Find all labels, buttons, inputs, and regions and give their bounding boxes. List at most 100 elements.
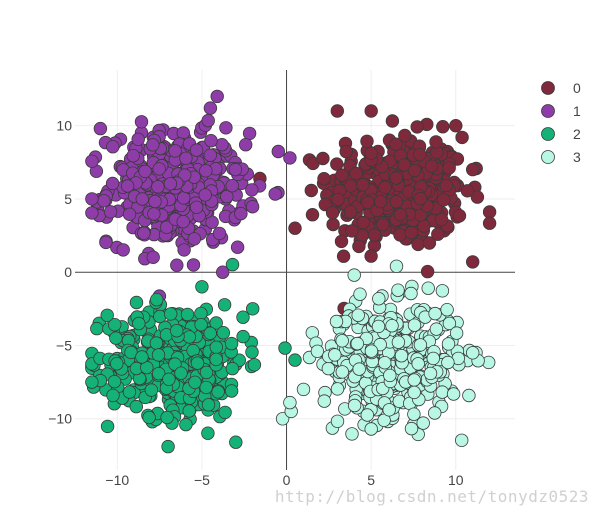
point-series-1 [85,154,99,169]
point-series-2 [132,316,146,331]
point-series-0 [317,171,331,186]
legend-item-2[interactable]: 2 [541,126,582,142]
point-series-2 [216,326,231,340]
point-series-2 [229,435,243,449]
point-series-0 [466,255,480,269]
legend-label: 1 [573,103,581,119]
point-series-2 [190,356,205,370]
point-series-2 [245,345,259,359]
legend-marker [541,81,555,95]
point-series-1 [105,176,120,191]
legend-marker [541,104,555,118]
point-series-1 [204,133,218,148]
point-series-3 [385,319,399,333]
point-series-2 [179,417,193,432]
point-series-1 [203,148,218,162]
point-series-3 [446,387,461,401]
point-series-1 [106,139,120,154]
point-series-0 [389,195,404,209]
point-series-1 [85,192,99,206]
point-series-0 [334,234,349,249]
point-series-1 [242,126,257,141]
point-series-3 [404,286,418,301]
point-series-2 [225,257,240,272]
series-3 [275,259,496,448]
point-series-3 [360,408,375,422]
point-series-0 [404,225,419,240]
watermark-text: http://blog.csdn.net/tonydz0523 [274,487,589,506]
legend-marker [541,127,555,141]
y-tick-label: −5 [56,337,72,353]
point-series-2 [211,385,225,399]
point-series-0 [364,146,378,161]
point-series-2 [153,309,167,324]
point-series-0 [330,157,344,171]
point-series-2 [142,410,156,425]
point-series-2 [160,410,174,425]
series-2 [85,257,302,454]
point-series-3 [283,395,297,410]
point-series-0 [364,249,378,263]
legend[interactable]: 0 1 2 3 [541,80,582,165]
point-series-1 [189,143,204,157]
point-series-0 [326,217,340,232]
point-series-1 [215,265,230,279]
point-series-3 [391,335,406,349]
point-series-2 [109,331,123,345]
point-series-1 [170,258,184,272]
point-series-3 [442,316,457,331]
point-series-0 [343,205,358,219]
point-series-2 [144,383,159,397]
point-series-2 [90,321,104,336]
point-series-2 [236,329,250,344]
point-series-3 [449,326,464,340]
point-series-3 [328,348,342,362]
point-series-0 [345,224,359,238]
point-series-1 [146,250,160,264]
x-tick-label: −10 [105,472,129,488]
point-series-2 [199,365,214,380]
point-series-2 [107,374,122,389]
point-series-0 [482,205,497,219]
point-series-0 [389,171,403,185]
point-series-2 [122,385,137,399]
point-series-1 [245,183,259,197]
point-series-3 [411,357,425,371]
point-series-2 [188,375,202,390]
point-series-1 [159,220,174,235]
point-series-1 [146,138,160,152]
point-series-1 [268,187,282,201]
series-1 [85,89,297,303]
point-series-0 [482,216,497,230]
point-series-3 [382,403,396,417]
point-series-2 [162,372,176,387]
point-series-2 [209,352,223,367]
point-series-3 [407,385,421,400]
point-series-0 [455,130,469,145]
point-series-3 [335,365,350,379]
point-series-3 [378,356,392,370]
legend-item-0[interactable]: 0 [541,80,582,96]
point-series-3 [441,337,456,351]
point-series-2 [194,306,208,321]
point-series-0 [439,178,454,193]
point-series-1 [120,179,135,193]
point-series-2 [129,399,144,414]
legend-label: 0 [573,80,581,96]
y-axis-ticks: −10 −5 0 5 10 [48,118,72,427]
legend-item-1[interactable]: 1 [541,103,582,119]
point-series-2 [107,318,122,332]
point-series-0 [411,237,425,252]
legend-item-3[interactable]: 3 [541,149,582,165]
point-series-2 [182,330,197,344]
point-series-0 [336,249,351,263]
point-series-1 [138,164,152,179]
point-series-0 [364,104,378,118]
x-tick-label: 10 [448,472,464,488]
point-series-1 [135,192,150,206]
x-tick-label: 5 [367,472,375,488]
point-series-2 [161,439,175,454]
point-series-3 [350,336,365,351]
point-series-3 [391,283,405,297]
